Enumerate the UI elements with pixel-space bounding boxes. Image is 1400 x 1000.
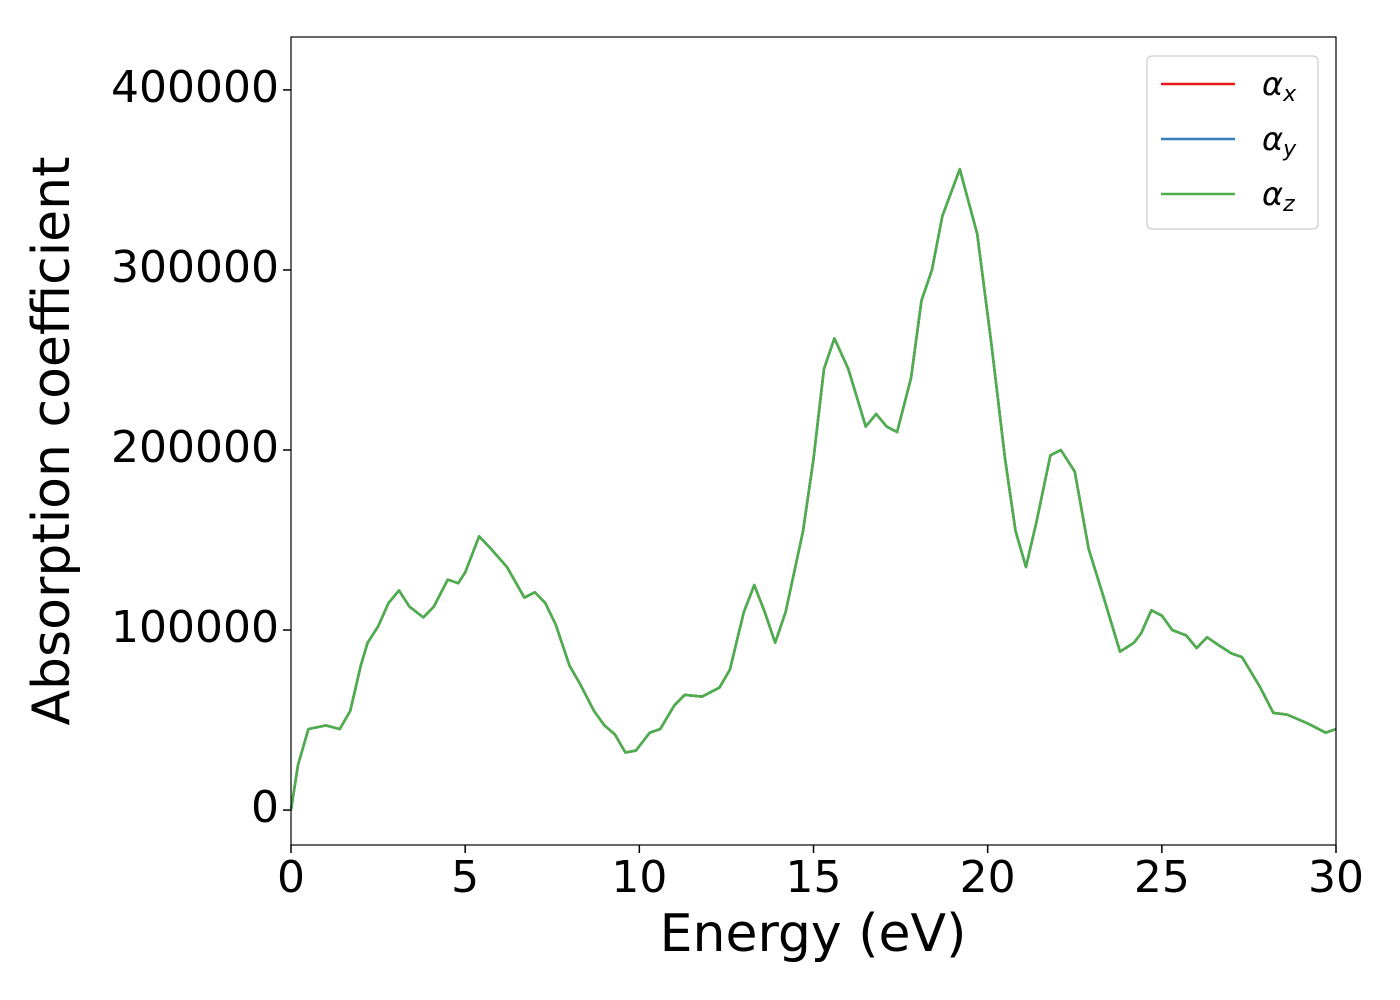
line [289, 167, 1337, 811]
legend-box [1146, 55, 1319, 230]
x-tick-label: 20 [960, 852, 1016, 903]
y-tick-label: 100000 [111, 602, 279, 653]
plot-frame [290, 36, 1337, 846]
y-tick-label: 200000 [111, 422, 279, 473]
y-axis-label: Absorption coefficient [22, 156, 82, 725]
legend: αx αy αz [1146, 55, 1319, 230]
legend-label: αz [1262, 175, 1295, 217]
line [289, 167, 1337, 811]
legend-label: αx [1262, 65, 1297, 107]
x-tick-label: 10 [611, 852, 667, 903]
x-tick-label: 25 [1134, 852, 1190, 903]
line [289, 167, 1337, 811]
x-axis-label: Energy (eV) [660, 904, 967, 964]
y-tick-label: 300000 [111, 242, 279, 293]
x-tick-label: 5 [451, 852, 479, 903]
legend-label: αy [1262, 120, 1297, 162]
y-tick-label: 0 [251, 782, 279, 833]
y-tick-label: 400000 [111, 62, 279, 113]
x-tick-label: 30 [1308, 852, 1364, 903]
x-tick-label: 0 [277, 852, 305, 903]
x-tick-label: 15 [786, 852, 842, 903]
